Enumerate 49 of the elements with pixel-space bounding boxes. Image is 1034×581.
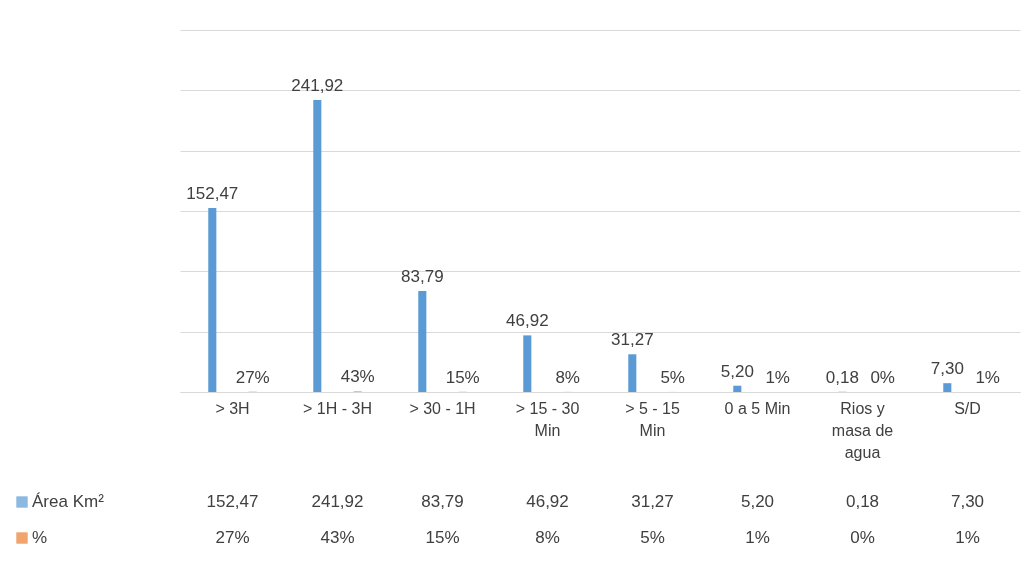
text: 5,20 xyxy=(720,361,754,381)
data-label: 1% xyxy=(745,528,770,547)
bar xyxy=(313,100,322,392)
x-tick-label: 0 a 5 Min xyxy=(724,399,791,417)
data-label: 43% xyxy=(320,528,355,547)
bar xyxy=(208,208,217,392)
data-label: 83,79 xyxy=(421,492,464,511)
data-label: 15% xyxy=(425,528,460,547)
x-tick-label: > 5 - 15 Min xyxy=(625,399,680,439)
text: 241,92 xyxy=(291,76,344,96)
x-tick-label: Rios y masa de agua xyxy=(831,399,894,461)
bar xyxy=(733,385,742,392)
text: 5% xyxy=(660,367,685,387)
text: 152,47 xyxy=(186,184,239,204)
data-label: 7,30 xyxy=(950,492,985,511)
text: 7,30 xyxy=(930,359,964,379)
bar xyxy=(628,354,637,392)
data-label: 27% xyxy=(215,528,250,547)
x-tick-label: > 1H - 3H xyxy=(303,399,372,417)
text: 0,18 xyxy=(825,367,859,387)
bar xyxy=(943,383,952,392)
legend-label: Área Km² xyxy=(32,492,105,511)
data-label: 46,92 xyxy=(526,492,569,511)
x-tick-label: > 3H xyxy=(215,399,250,417)
x-tick-label: > 30 - 1H xyxy=(409,399,476,417)
text: 0% xyxy=(870,368,895,387)
text: 83,79 xyxy=(401,266,444,286)
text: 15% xyxy=(445,367,480,387)
text: 8% xyxy=(555,367,580,387)
text: 27% xyxy=(235,367,270,387)
data-label: 0,18 xyxy=(845,492,880,511)
data-label: 5,20 xyxy=(740,492,775,511)
data-label: 8% xyxy=(535,528,560,547)
bar xyxy=(523,335,532,392)
legend-label: % xyxy=(32,528,48,547)
data-label: 5% xyxy=(640,528,665,547)
bar xyxy=(418,290,427,392)
data-label: 0% xyxy=(850,528,875,547)
text: 43% xyxy=(340,367,375,387)
data-label: 241,92 xyxy=(311,492,364,511)
text: 46,92 xyxy=(506,311,549,331)
text: 1% xyxy=(975,367,1000,387)
text: 31,27 xyxy=(611,330,654,350)
x-tick-label: > 15 - 30 Min xyxy=(515,399,580,439)
data-label: 1% xyxy=(955,528,980,547)
data-label: 31,27 xyxy=(631,492,674,511)
text: 1% xyxy=(765,367,790,387)
x-tick-label: S/D xyxy=(954,399,981,417)
data-label: 152,47 xyxy=(206,492,259,511)
